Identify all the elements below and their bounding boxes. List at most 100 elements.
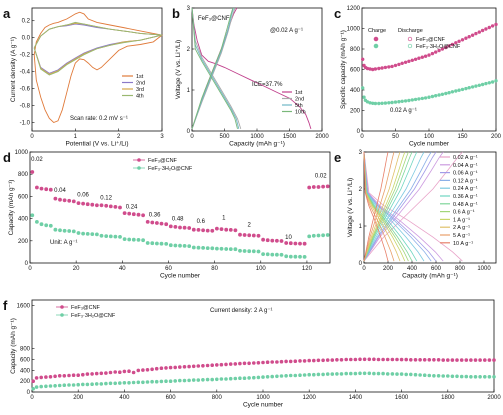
rate-point-fef3 bbox=[71, 199, 76, 204]
gcd-curve bbox=[191, 7, 234, 130]
rate-point-fef3 bbox=[256, 233, 261, 238]
long-cycle-point-fef3 bbox=[81, 372, 85, 377]
rate-point-fef3 bbox=[316, 185, 321, 189]
long-cycle-point-fef3 bbox=[31, 379, 36, 384]
long-cycle-point-hydrate bbox=[436, 373, 441, 378]
x-tick-label: 800 bbox=[455, 266, 466, 272]
rate-voltage-curve bbox=[363, 151, 463, 262]
legend-label: 3rd bbox=[136, 87, 144, 93]
cycle-point-fef3 bbox=[490, 24, 495, 28]
long-cycle-point-hydrate bbox=[39, 384, 44, 389]
rate-point-fef3 bbox=[279, 239, 284, 243]
long-cycle-point-fef3 bbox=[316, 358, 321, 363]
long-cycle-point-hydrate bbox=[427, 373, 432, 378]
legend-marker bbox=[60, 313, 64, 317]
rate-point-fef3 bbox=[141, 213, 146, 218]
cv-curve-1st bbox=[33, 11, 164, 124]
rate-point-fef3 bbox=[242, 233, 247, 237]
long-cycle-point-hydrate bbox=[445, 374, 450, 378]
long-cycle-point-fef3 bbox=[385, 357, 390, 362]
rate-point-fef3 bbox=[127, 211, 132, 216]
rate-point-hydrate bbox=[307, 234, 312, 239]
y-tick-label: 0.2 bbox=[22, 19, 31, 25]
y-tick-label: 400 bbox=[20, 368, 31, 374]
rate-point-hydrate bbox=[30, 213, 35, 218]
long-cycle-point-fef3 bbox=[173, 365, 177, 370]
rate-point-fef3 bbox=[196, 227, 201, 232]
long-cycle-point-hydrate bbox=[399, 372, 404, 376]
long-cycle-point-hydrate bbox=[48, 384, 53, 388]
panel-letter: e bbox=[334, 150, 341, 165]
rate-point-fef3 bbox=[298, 241, 302, 246]
long-cycle-point-fef3 bbox=[293, 359, 298, 364]
long-cycle-point-fef3 bbox=[118, 370, 122, 375]
long-cycle-point-hydrate bbox=[344, 371, 349, 376]
plot-frame bbox=[31, 7, 163, 132]
rate-point-fef3 bbox=[187, 226, 192, 230]
cycle-point-hydrate bbox=[480, 82, 485, 87]
long-cycle-point-hydrate bbox=[367, 371, 372, 376]
long-cycle-point-fef3 bbox=[311, 358, 316, 363]
x-tick-label: 600 bbox=[431, 266, 442, 272]
panel-letter: d bbox=[3, 150, 11, 165]
cv-curve-4th bbox=[33, 21, 163, 76]
x-axis-label: Cycle number bbox=[160, 273, 201, 280]
rate-point-hydrate bbox=[141, 238, 146, 243]
cycle-point-fef3 bbox=[484, 27, 488, 31]
long-cycle-point-fef3 bbox=[215, 363, 219, 367]
rate-point-hydrate bbox=[251, 249, 256, 254]
x-tick-label: 1500 bbox=[283, 134, 297, 140]
rate-point-hydrate bbox=[168, 243, 173, 248]
x-tick-label: 0 bbox=[28, 266, 32, 272]
long-cycle-point-hydrate bbox=[150, 379, 154, 384]
long-cycle-point-hydrate bbox=[298, 373, 302, 378]
x-axis-label: Cycle number bbox=[243, 402, 284, 409]
rate-point-fef3 bbox=[99, 203, 104, 208]
rate-point-fef3 bbox=[53, 196, 58, 201]
rate-label: 10 bbox=[285, 235, 292, 241]
long-cycle-point-fef3 bbox=[53, 374, 57, 379]
long-cycle-point-hydrate bbox=[168, 379, 173, 384]
rate-point-fef3 bbox=[307, 185, 312, 190]
long-cycle-point-fef3 bbox=[298, 359, 302, 363]
long-cycle-point-hydrate bbox=[131, 380, 136, 385]
x-tick-label: 800 bbox=[212, 395, 223, 401]
gcd-curve bbox=[191, 7, 242, 130]
long-cycle-point-fef3 bbox=[376, 357, 381, 362]
rate-point-hydrate bbox=[39, 222, 44, 227]
long-cycle-point-fef3 bbox=[39, 375, 44, 380]
y-tick-label: 800 bbox=[18, 172, 29, 178]
rate-point-fef3 bbox=[95, 203, 99, 208]
rate-point-fef3 bbox=[214, 226, 219, 231]
long-cycle-point-fef3 bbox=[353, 357, 358, 362]
legend-label: 0.02 A g⁻¹ bbox=[453, 155, 478, 161]
rate-label: 0.12 bbox=[100, 196, 112, 202]
long-cycle-point-fef3 bbox=[191, 364, 196, 369]
long-cycle-point-fef3 bbox=[113, 370, 117, 374]
rate-annotation: 0.02 A g⁻¹ bbox=[390, 108, 417, 114]
rate-point-hydrate bbox=[136, 237, 141, 242]
rate-point-hydrate bbox=[48, 223, 53, 228]
rate-point-hydrate bbox=[44, 223, 49, 228]
long-cycle-point-fef3 bbox=[62, 373, 67, 378]
rate-label: 0.48 bbox=[172, 216, 184, 222]
legend-label: 5th bbox=[295, 103, 303, 109]
long-cycle-point-fef3 bbox=[224, 362, 228, 367]
rate-point-fef3 bbox=[274, 238, 279, 243]
cycle-point-hydrate bbox=[403, 99, 408, 103]
rate-point-hydrate bbox=[95, 232, 99, 237]
cycle-point-fef3 bbox=[494, 22, 498, 27]
rate-point-hydrate bbox=[196, 245, 201, 250]
legend-label: 4th bbox=[136, 94, 144, 100]
rate-label: 0.6 bbox=[197, 219, 206, 225]
legend-marker bbox=[137, 166, 141, 170]
long-cycle-point-fef3 bbox=[395, 357, 399, 362]
rate-point-fef3 bbox=[131, 212, 136, 217]
long-cycle-point-fef3 bbox=[307, 358, 312, 363]
cycle-point-hydrate bbox=[390, 100, 394, 105]
rate-point-fef3 bbox=[81, 201, 86, 206]
x-tick-label: 1800 bbox=[441, 395, 455, 401]
long-cycle-point-hydrate bbox=[238, 376, 242, 381]
long-cycle-point-fef3 bbox=[367, 357, 372, 362]
rate-point-fef3 bbox=[321, 184, 326, 189]
